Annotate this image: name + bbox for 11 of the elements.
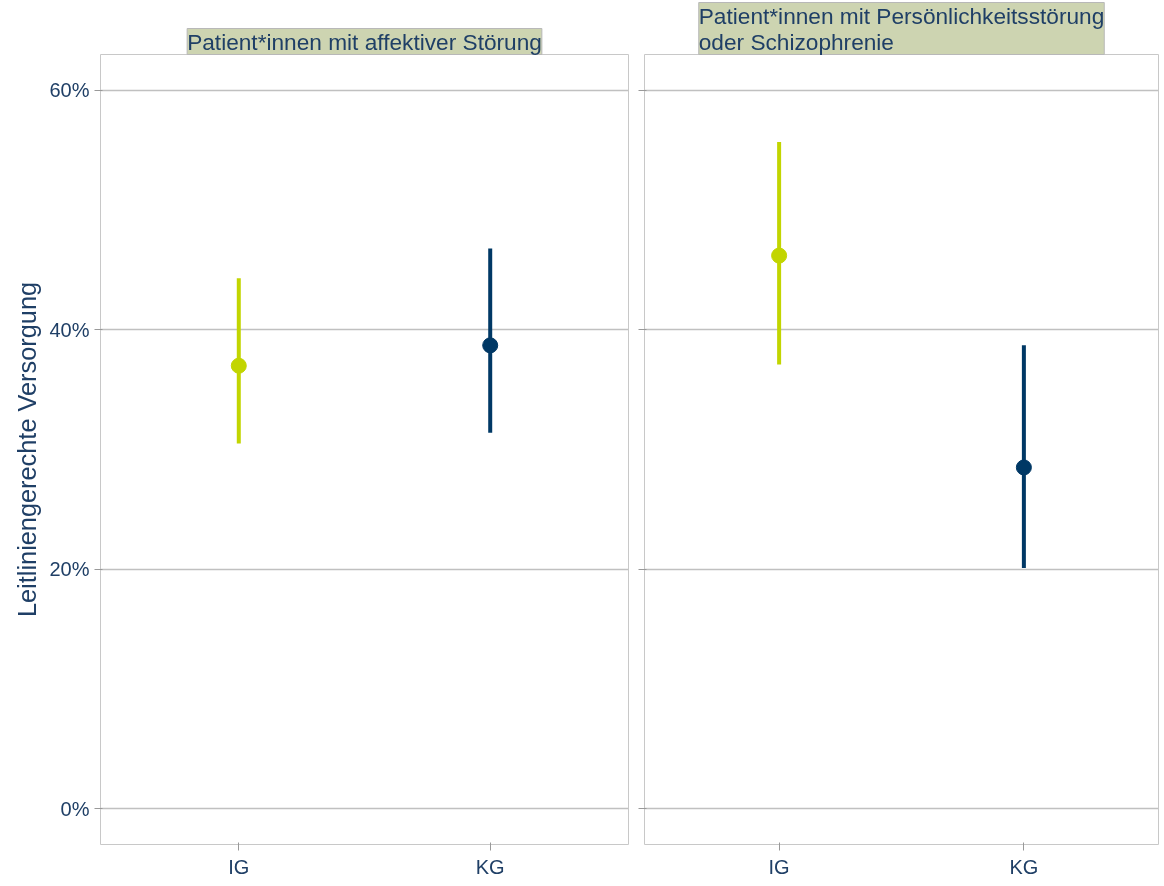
y-tick-label: 20% xyxy=(49,558,90,581)
chart-title: Patient*innen mit Persönlichkeitsstörung oder Schizophrenie xyxy=(698,2,1105,55)
x-tick-label: IG xyxy=(768,855,790,878)
x-tick-label: KG xyxy=(1009,855,1039,878)
x-tick-label: IG xyxy=(228,855,250,878)
y-tick-label: 40% xyxy=(49,318,90,341)
x-tick-label: KG xyxy=(475,855,505,878)
y-tick-label: 60% xyxy=(49,79,90,102)
y-axis-title: Leitliniengerechte Versorgung xyxy=(13,281,42,618)
y-tick-label: 0% xyxy=(60,797,90,820)
chart-title: Patient*innen mit affektiver Störung xyxy=(187,28,542,55)
